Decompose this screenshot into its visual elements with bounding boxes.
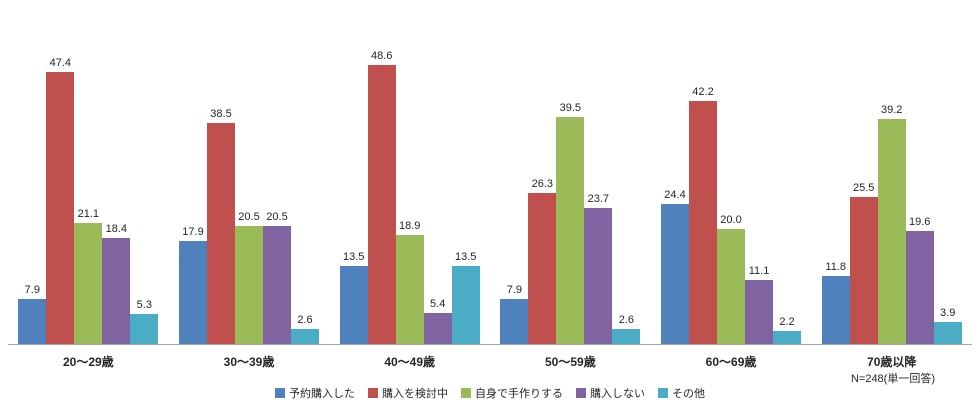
bar-value-label: 20.5: [238, 211, 260, 224]
bar: 21.1: [74, 208, 103, 344]
bar-value-label: 25.5: [852, 182, 875, 195]
bar-value-label: 20.5: [266, 211, 288, 224]
bar-value-label: 23.7: [587, 192, 610, 205]
legend-swatch-icon: [576, 388, 586, 398]
bar-group: 24.4 42.2 20.0 11.1 2.2: [651, 0, 812, 344]
bar-value-label: 3.9: [940, 306, 956, 319]
category-label: 50〜59歳: [545, 355, 596, 369]
category-label: 70歳以降: [867, 355, 917, 369]
legend-item: その他: [658, 385, 705, 401]
bar-value-label: 47.4: [49, 56, 72, 69]
legend-swatch-icon: [275, 388, 285, 398]
bar-value-label: 26.3: [531, 177, 554, 190]
legend-swatch-icon: [368, 388, 378, 398]
legend-swatch-icon: [658, 388, 668, 398]
bar-value-label: 2.6: [618, 314, 634, 326]
bar: 26.3: [528, 178, 557, 344]
bar: 47.4: [46, 57, 75, 344]
category-label: 30〜39歳: [223, 355, 275, 369]
bar: 5.3: [130, 299, 159, 344]
bar: 48.6: [367, 50, 396, 344]
bar: 17.9: [179, 226, 207, 344]
legend-item: 購入しない: [576, 385, 645, 401]
bar-value-label: 39.2: [880, 103, 903, 116]
legend-item: 予約購入した: [275, 385, 355, 401]
legend-label: 購入しない: [590, 388, 645, 400]
bar: 19.6: [905, 216, 934, 344]
bar-value-label: 24.4: [664, 188, 686, 201]
bar: 11.8: [821, 261, 850, 344]
bar-value-label: 13.5: [342, 251, 365, 264]
bar: 18.9: [395, 220, 424, 344]
bar: 20.5: [263, 211, 291, 344]
bar: 2.6: [612, 314, 641, 344]
bar-value-label: 18.4: [105, 223, 128, 236]
bar-value-label: 11.1: [748, 265, 770, 278]
bar-value-label: 42.2: [692, 86, 714, 99]
bar-value-label: 18.9: [398, 220, 421, 233]
category-label: 20〜29歳: [62, 355, 114, 369]
bar-value-label: 5.4: [430, 297, 446, 310]
bar-value-label: 19.6: [908, 216, 931, 229]
bar: 39.2: [877, 104, 906, 344]
legend: 予約購入した 購入を検討中 自身で手作りする 購入しない その他: [0, 385, 980, 401]
bar-value-label: 38.5: [210, 107, 232, 120]
bar-value-label: 2.2: [779, 316, 795, 329]
bar: 38.5: [207, 108, 235, 344]
bar: 7.9: [18, 284, 47, 344]
bar: 39.5: [556, 102, 585, 344]
bar: 3.9: [933, 307, 962, 344]
bar: 5.4: [423, 298, 452, 344]
bar-value-label: 48.6: [370, 49, 393, 62]
bar-value-label: 13.5: [454, 251, 477, 264]
bar: 20.0: [717, 214, 746, 344]
bar: 13.5: [339, 251, 368, 344]
bar-group: 7.9 47.4 21.1 18.4 5.3: [8, 0, 169, 344]
legend-label: 自身で手作りする: [475, 388, 563, 400]
bar: 13.5: [451, 251, 480, 344]
bar-value-label: 11.8: [825, 261, 846, 274]
sample-size-note: N=248(単一回答): [850, 373, 935, 385]
legend-item: 自身で手作りする: [461, 385, 563, 401]
legend-item: 購入を検討中: [368, 385, 448, 401]
bar-group: 11.8 25.5 39.2 19.6 3.9: [811, 0, 972, 344]
category-label: 40〜49歳: [384, 355, 436, 369]
bar-group: 17.9 38.5 20.5 20.5 2.6: [169, 0, 330, 344]
bar-value-label: 20.0: [720, 214, 742, 226]
bar-value-label: 39.5: [559, 101, 582, 114]
bar: 2.6: [291, 314, 319, 344]
bar: 2.2: [773, 316, 802, 344]
bar-value-label: 5.3: [136, 298, 152, 311]
bar: 25.5: [849, 182, 878, 344]
bar: 18.4: [102, 223, 131, 344]
legend-label: その他: [672, 388, 705, 400]
bar: 11.1: [745, 265, 774, 344]
bar: 24.4: [661, 189, 690, 344]
bar-group: 7.9 26.3 39.5 23.7 2.6: [490, 0, 651, 344]
legend-label: 予約購入した: [289, 388, 355, 400]
bar-value-label: 2.6: [297, 314, 313, 326]
bar-value-label: 7.9: [506, 283, 522, 296]
bar-value-label: 17.9: [182, 226, 204, 239]
bar-group: 13.5 48.6 18.9 5.4 13.5: [329, 0, 490, 344]
bar: 42.2: [689, 86, 718, 344]
bar-value-label: 21.1: [77, 207, 100, 220]
bar-value-label: 7.9: [24, 283, 40, 296]
bar: 23.7: [584, 193, 613, 344]
bar: 20.5: [235, 211, 263, 344]
bar: 7.9: [500, 284, 529, 344]
plot-area: 7.9 47.4 21.1 18.4 5.3 17.9 38.5 20.5 20.5 2.6 13.…: [8, 0, 972, 345]
category-axis: 20〜29歳 30〜39歳 40〜49歳 50〜59歳 60〜69歳 70歳以降: [8, 346, 972, 370]
legend-label: 購入を検討中: [382, 388, 448, 400]
category-label: 60〜69歳: [705, 355, 757, 369]
legend-swatch-icon: [461, 388, 471, 398]
